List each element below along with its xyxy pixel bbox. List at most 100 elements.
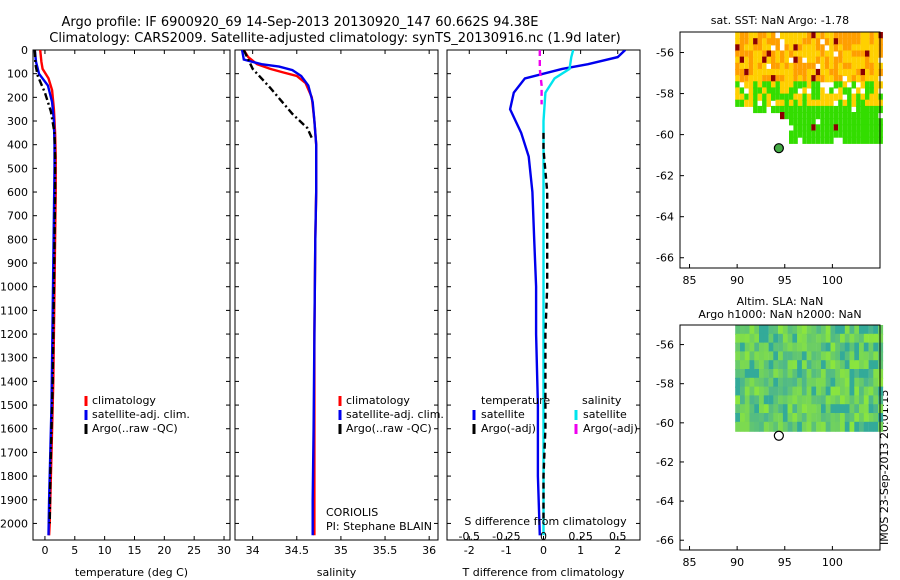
- sst-cell: [780, 112, 785, 120]
- sst-cell: [748, 56, 754, 64]
- sla_map-ytick-label: -60: [656, 417, 674, 430]
- sla-cell: [782, 386, 788, 397]
- sla-cell: [854, 413, 860, 423]
- sst-cell: [829, 118, 834, 126]
- sst-cell: [793, 136, 798, 144]
- sst-cell: [874, 62, 879, 70]
- sla-cell: [740, 421, 745, 432]
- sst-cell: [842, 50, 848, 58]
- sla-cell: [854, 377, 860, 388]
- sst-cell: [744, 56, 749, 64]
- sla-cell: [759, 404, 764, 415]
- sla-cell: [744, 369, 750, 379]
- sst-cell: [829, 38, 834, 46]
- sla-cell: [840, 395, 845, 406]
- sst-cell: [780, 81, 785, 89]
- sst-cell: [789, 38, 794, 46]
- depth-tick-label: 900: [7, 257, 28, 270]
- sst-cell: [856, 50, 861, 58]
- sst-argo-marker: [773, 143, 784, 154]
- sst-cell: [851, 56, 856, 64]
- sst-cell: [744, 62, 749, 70]
- sla-cell: [821, 421, 826, 432]
- sst-cell: [753, 81, 758, 89]
- sst-cell: [753, 38, 758, 46]
- sst-cell: [847, 87, 852, 95]
- sla-cell: [849, 386, 855, 397]
- sst-cell: [833, 62, 839, 70]
- sst-cell: [739, 68, 745, 77]
- sla-cell: [840, 333, 845, 344]
- sla-cell: [806, 360, 812, 371]
- sla-cell: [768, 413, 774, 423]
- sst-cell: [771, 75, 776, 83]
- sla-cell: [759, 377, 764, 388]
- sst-cell: [842, 68, 848, 77]
- sla-cell: [840, 351, 845, 362]
- sla-cell: [835, 413, 841, 423]
- sst-cell: [811, 130, 816, 138]
- sla-cell: [835, 395, 841, 406]
- sst-cell: [815, 50, 821, 58]
- sla-cell: [816, 333, 822, 344]
- sst-cell: [851, 93, 856, 101]
- sla-cell: [749, 325, 755, 335]
- sla-cell: [878, 342, 884, 353]
- sla-cell: [811, 369, 817, 379]
- sla-cell: [840, 421, 845, 432]
- temperature-xtick-label: 0: [41, 544, 48, 557]
- sst-cell: [820, 112, 825, 120]
- sst-cell: [851, 38, 856, 46]
- sst-cell: [775, 87, 780, 95]
- sla-cell: [754, 404, 760, 415]
- sst-cell: [797, 75, 803, 83]
- sla-cell: [749, 333, 755, 344]
- sla-cell: [792, 413, 798, 423]
- sst-cell: [851, 75, 856, 83]
- sla-cell: [754, 351, 760, 362]
- sst-cell: [820, 93, 825, 101]
- sst-cell: [842, 105, 848, 114]
- sst-cell: [797, 81, 803, 89]
- sla-cell: [792, 360, 798, 371]
- sst-cell: [811, 32, 816, 40]
- sst-cell: [860, 56, 865, 64]
- sla-cell: [744, 413, 750, 423]
- sla-cell: [801, 404, 807, 415]
- sla-cell: [830, 413, 836, 423]
- sla-cell: [863, 325, 869, 335]
- sst-cell: [771, 62, 776, 70]
- temperature-legend-label: climatology: [92, 394, 156, 407]
- sst-cell: [878, 105, 883, 114]
- sla-cell: [754, 325, 760, 335]
- sst-cell: [775, 38, 780, 46]
- sla-cell: [749, 351, 755, 362]
- sst-cell: [833, 81, 839, 89]
- sla-cell: [849, 404, 855, 415]
- sst-cell: [838, 118, 843, 126]
- sst-cell: [811, 124, 816, 132]
- sst-cell: [789, 112, 794, 120]
- sst-cell: [842, 99, 848, 107]
- sla-cell: [797, 360, 803, 371]
- sst-cell: [874, 105, 879, 114]
- sla-cell: [825, 360, 831, 371]
- sla-cell: [854, 333, 860, 344]
- sla-cell: [749, 421, 755, 432]
- sst-cell: [874, 112, 879, 120]
- sla-cell: [735, 351, 741, 362]
- sst-cell: [735, 50, 740, 58]
- diff-legend-salinity-label: Argo(-adj): [583, 422, 638, 435]
- sst-cell: [860, 136, 865, 144]
- sla-cell: [878, 377, 884, 388]
- sst-cell: [797, 118, 803, 126]
- depth-tick-label: 200: [7, 91, 28, 104]
- sla-cell: [821, 351, 826, 362]
- sla-cell: [863, 333, 869, 344]
- depth-tick-label: 2000: [0, 517, 28, 530]
- sst-cell: [771, 87, 776, 95]
- sla-cell: [735, 386, 741, 397]
- sst-cell: [856, 38, 861, 46]
- sla-cell: [835, 404, 841, 415]
- sst-cell: [802, 124, 807, 132]
